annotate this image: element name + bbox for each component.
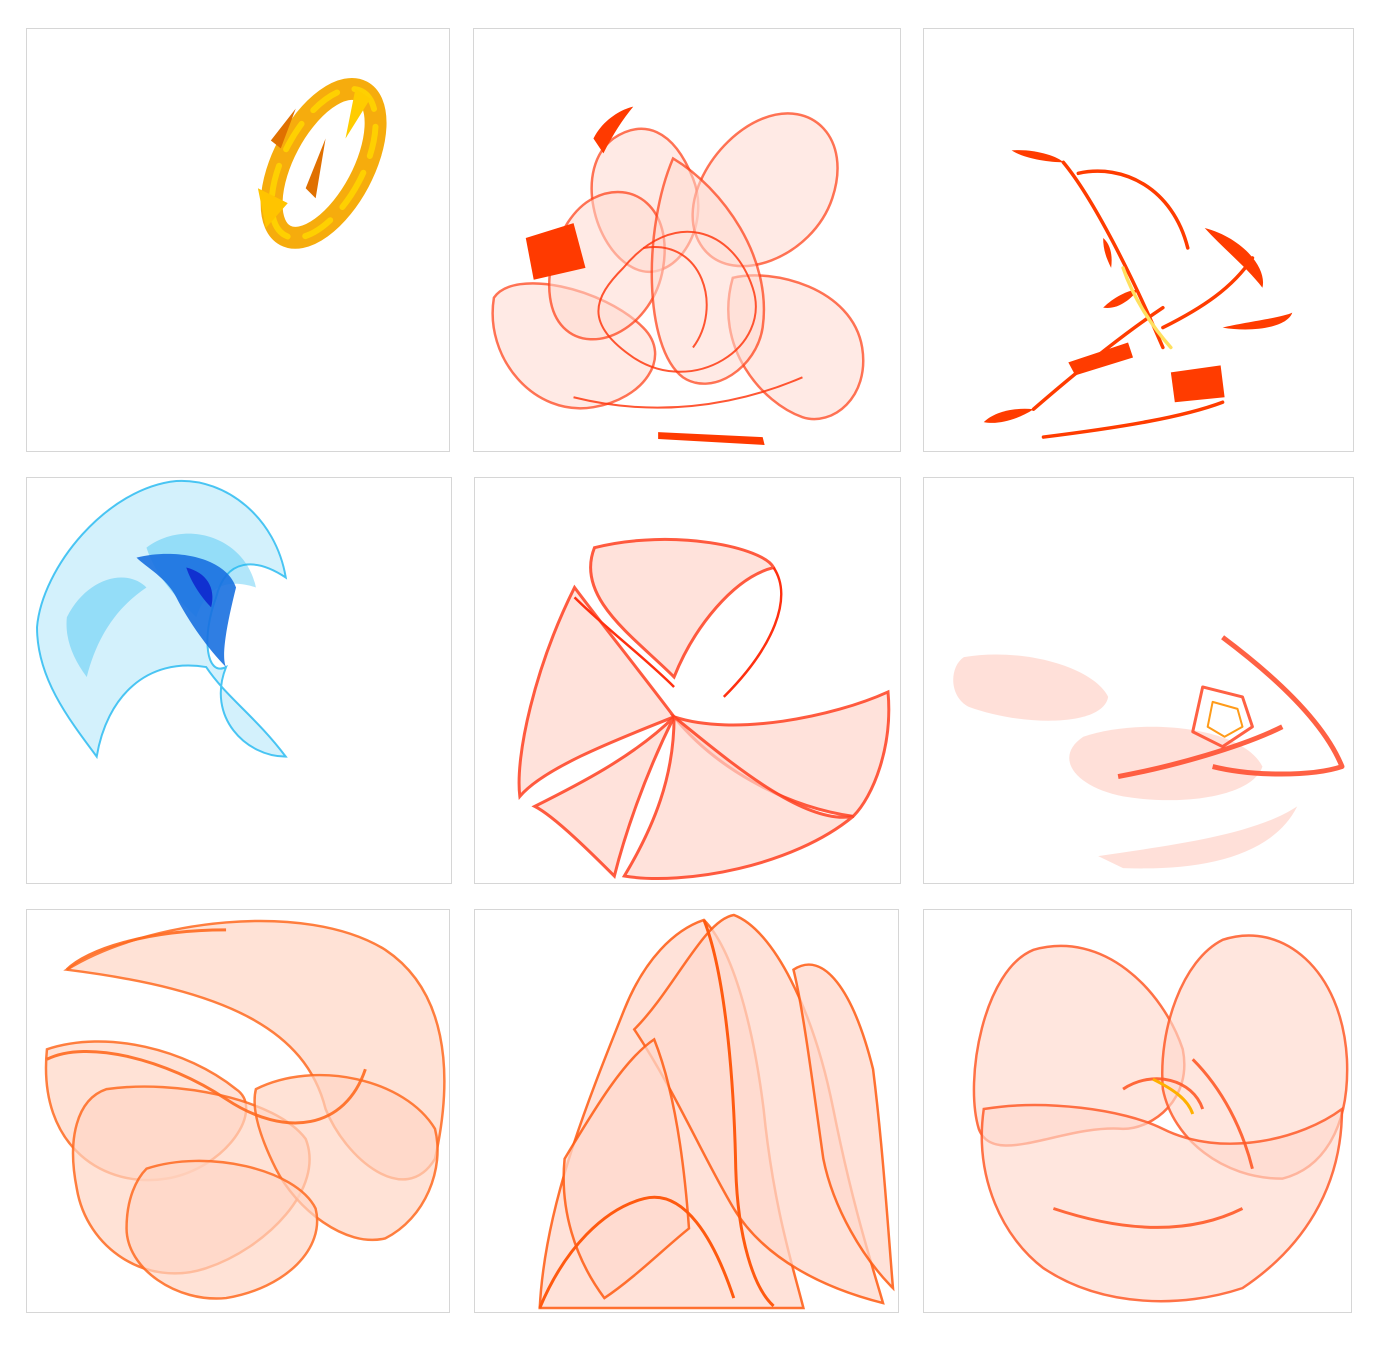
attractor-image-9 [972,934,1349,1303]
attractor-image-5 [517,537,891,880]
attractor-image-2 [491,106,865,446]
attractor-tile-9 [923,909,1352,1313]
attractor-image-8 [538,913,895,1310]
attractor-image-3 [983,150,1293,439]
attractor-tile-7 [26,909,450,1313]
attractor-tile-1 [26,28,450,452]
attractor-tile-8 [474,909,899,1313]
attractor-tile-6 [923,477,1354,884]
attractor-image-1 [257,77,387,249]
attractor-tile-2 [473,28,901,452]
attractor-image-6 [953,635,1345,869]
attractor-tile-3 [923,28,1354,452]
attractor-tile-4 [26,477,452,884]
attractor-tile-5 [474,477,901,884]
attractor-image-7 [44,919,446,1300]
attractor-image-4 [36,479,288,760]
